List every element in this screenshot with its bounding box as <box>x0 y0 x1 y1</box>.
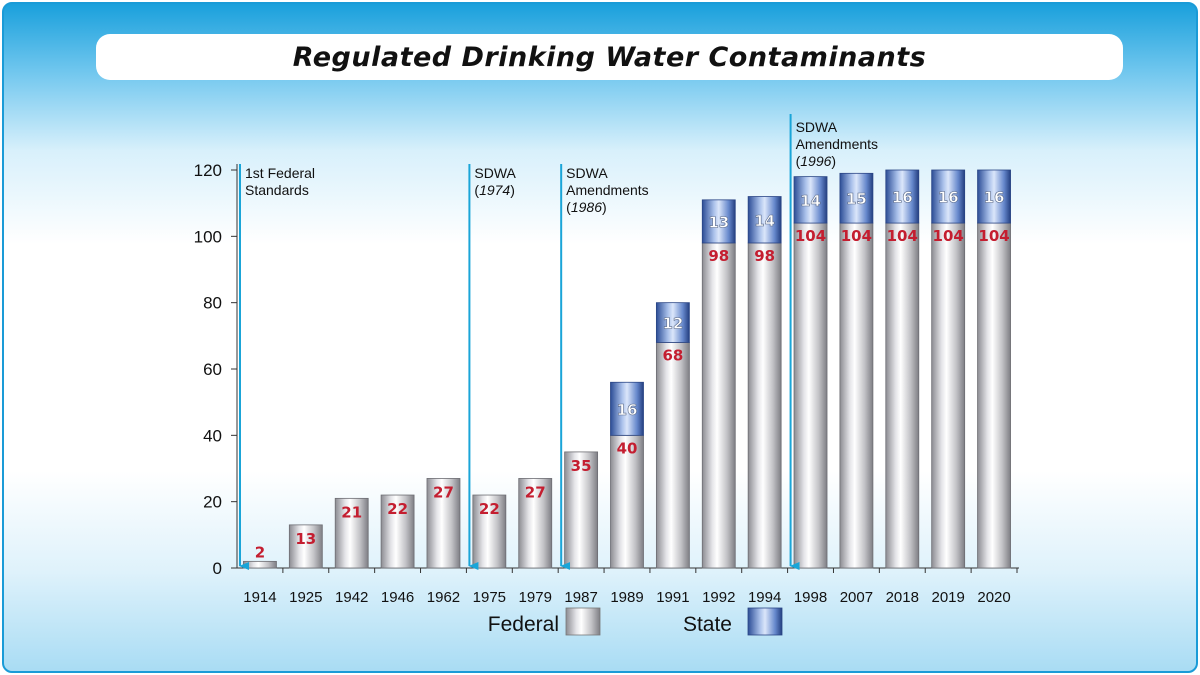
x-tick-label: 1914 <box>243 589 276 606</box>
data-label-state: 14 <box>800 192 821 210</box>
data-label-state: 16 <box>984 189 1005 207</box>
bar-federal <box>518 478 553 569</box>
x-tick-label: 2020 <box>977 589 1010 606</box>
bar-state <box>655 302 690 343</box>
bar-federal <box>380 494 415 569</box>
bar-federal <box>747 242 782 569</box>
x-tick-label: 1994 <box>748 589 781 606</box>
data-label-federal: 40 <box>617 439 638 457</box>
bar-federal <box>243 560 277 569</box>
x-tick-label: 2018 <box>886 589 919 606</box>
annotation-text: (1996) <box>796 153 837 169</box>
legend-swatch-state <box>747 607 783 636</box>
axes-group: 0 20 40 60 80 100 120 1914 1925 1942 1946 1962 1975 1… <box>194 161 1019 606</box>
y-tick-label: 20 <box>203 493 222 512</box>
data-label-federal: 104 <box>978 227 1009 245</box>
bar-federal <box>977 222 1011 569</box>
annotation-text: Standards <box>245 182 309 198</box>
legend-label-state: State <box>683 613 732 636</box>
bar-state <box>885 169 920 224</box>
data-label-federal: 98 <box>754 247 775 265</box>
annotation-text: (1986) <box>566 199 607 215</box>
bar-federal <box>334 497 369 569</box>
bar-state <box>610 381 644 436</box>
bar-federal <box>701 242 736 569</box>
data-label-federal: 98 <box>708 247 729 265</box>
data-label-federal: 2 <box>255 543 265 561</box>
legend: Federal State <box>488 607 783 636</box>
bar-federal <box>610 434 644 569</box>
y-tick-label: 40 <box>203 426 222 445</box>
bar-federal <box>564 451 599 569</box>
x-tick-label: 1925 <box>289 589 322 606</box>
bar-federal <box>472 494 507 569</box>
data-label-federal: 27 <box>433 483 454 501</box>
bar-federal <box>931 222 966 569</box>
data-label-federal: 104 <box>841 227 872 245</box>
x-tick-label: 1998 <box>794 589 827 606</box>
annotation-text: SDWA <box>474 165 516 181</box>
bar-state <box>839 172 874 224</box>
data-label-federal: 22 <box>479 500 500 518</box>
x-tick-label: 1991 <box>656 589 689 606</box>
x-tick-label: 2007 <box>840 589 873 606</box>
data-label-state: 12 <box>662 315 683 333</box>
bar-chart: 0 20 40 60 80 100 120 1914 1925 1942 1946 1962 1975 1… <box>194 114 1019 636</box>
bar-federal <box>793 222 828 569</box>
x-tick-label: 1989 <box>610 589 643 606</box>
bar-federal <box>839 222 874 569</box>
y-tick-label: 0 <box>213 559 222 578</box>
bar-state <box>977 169 1011 224</box>
bar-federal <box>885 222 920 569</box>
bar-federal <box>655 342 690 569</box>
annotation-text: SDWA <box>566 165 608 181</box>
x-tick-label: 2019 <box>931 589 964 606</box>
annotation-text: (1974) <box>474 182 514 198</box>
data-label-state: 16 <box>938 189 959 207</box>
data-label-federal: 104 <box>887 227 918 245</box>
annotation-text: Amendments <box>566 182 648 198</box>
data-label-state: 16 <box>617 401 638 419</box>
x-tick-label: 1987 <box>564 589 597 606</box>
bar-federal <box>288 524 323 569</box>
data-label-state: 13 <box>708 213 729 231</box>
annotation-text: Amendments <box>796 136 878 152</box>
data-label-federal: 35 <box>571 457 592 475</box>
y-tick-label: 80 <box>203 294 222 313</box>
annotation-text: 1st Federal <box>245 165 315 181</box>
data-label-state: 14 <box>754 212 775 230</box>
bar-state <box>793 176 828 224</box>
x-tick-label: 1975 <box>473 589 506 606</box>
x-tick-label: 1979 <box>519 589 552 606</box>
data-label-federal: 104 <box>795 227 826 245</box>
y-tick-label: 60 <box>203 360 222 379</box>
chart-title: Regulated Drinking Water Contaminants <box>292 41 927 73</box>
bar-federal <box>426 478 461 569</box>
data-label-federal: 27 <box>525 483 546 501</box>
bars-group: 2 13 21 22 27 22 27 35 16 40 12 68 13 98 14 98 14 104 15 10… <box>243 169 1011 569</box>
x-tick-label: 1946 <box>381 589 414 606</box>
legend-swatch-federal <box>565 607 601 636</box>
bar-state <box>747 196 782 244</box>
bar-state <box>931 169 966 224</box>
data-label-federal: 104 <box>933 227 964 245</box>
x-tick-label: 1962 <box>427 589 460 606</box>
data-label-federal: 22 <box>387 500 408 518</box>
x-tick-label: 1992 <box>702 589 735 606</box>
y-tick-label: 120 <box>194 161 222 180</box>
bar-state <box>701 199 736 244</box>
x-tick-label: 1942 <box>335 589 368 606</box>
y-tick-label: 100 <box>194 227 222 246</box>
data-label-federal: 68 <box>662 346 683 364</box>
data-label-federal: 21 <box>341 503 362 521</box>
data-label-state: 16 <box>892 189 913 207</box>
annotation-text: SDWA <box>796 119 838 135</box>
annotations-group: 1st FederalStandardsSDWA(1974)SDWAAmendm… <box>239 114 878 570</box>
data-label-federal: 13 <box>295 530 316 548</box>
data-label-state: 15 <box>846 190 867 208</box>
title-banner: Regulated Drinking Water Contaminants <box>96 34 1123 80</box>
legend-label-federal: Federal <box>488 613 559 636</box>
